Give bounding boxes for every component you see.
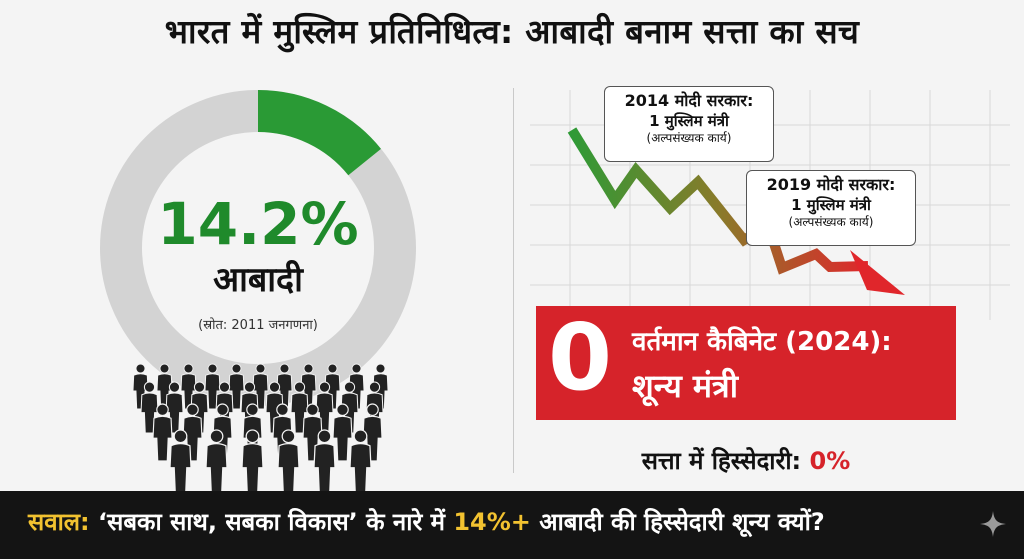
- callout-2019-title: 2019 मोदी सरकार:: [766, 175, 896, 194]
- person-silhouette: [313, 429, 336, 492]
- callout-2019-count: 1 मुस्लिम मंत्री: [791, 195, 871, 214]
- callout-2019: 2019 मोदी सरकार: 1 मुस्लिम मंत्री (अल्पस…: [746, 170, 916, 246]
- callout-2014: 2014 मोदी सरकार: 1 मुस्लिम मंत्री (अल्पस…: [604, 86, 774, 162]
- question-suffix: आबादी की हिस्सेदारी शून्य क्यों?: [539, 508, 825, 536]
- bottom-question: सवाल: ‘सबका साथ, सबका विकास’ के नारे में…: [28, 505, 825, 538]
- person-silhouette: [169, 429, 192, 492]
- person-silhouette: [277, 429, 300, 492]
- power-share-value: 0%: [809, 447, 851, 475]
- callout-2014-title: 2014 मोदी सरकार:: [624, 91, 754, 110]
- population-label: आबादी: [213, 260, 303, 300]
- sparkle-icon: [980, 511, 1006, 537]
- page-title: भारत में मुस्लिम प्रतिनिधित्व: आबादी बना…: [164, 12, 860, 51]
- population-source: (स्रोत: 2011 जनगणना): [198, 318, 318, 333]
- question-prefix: सवाल:: [28, 508, 90, 536]
- bottom-question-bar: सवाल: ‘सबका साथ, सबका विकास’ के नारे में…: [0, 491, 1024, 559]
- power-share-label: सत्ता में हिस्सेदारी:: [641, 447, 802, 475]
- power-share: सत्ता में हिस्सेदारी: 0%: [536, 444, 956, 477]
- donut-segment-muslim: [257, 90, 381, 176]
- question-slogan: ‘सबका साथ, सबका विकास’ के नारे में: [98, 508, 445, 536]
- person-silhouette: [241, 429, 264, 492]
- people-crowd-icon: [132, 363, 389, 492]
- question-highlight: 14%+: [453, 508, 531, 536]
- callout-2019-note: (अल्पसंख्यक कार्य): [788, 215, 874, 230]
- population-percent: 14.2%: [157, 190, 359, 258]
- cabinet-count: शून्य मंत्री: [632, 367, 738, 405]
- person-silhouette: [332, 403, 353, 462]
- cabinet-box: 0 वर्तमान कैबिनेट (2024): शून्य मंत्री: [536, 306, 956, 420]
- cabinet-zero: 0: [548, 304, 613, 411]
- divider: [513, 88, 514, 473]
- person-silhouette: [205, 429, 228, 492]
- callout-2014-count: 1 मुस्लिम मंत्री: [649, 111, 729, 130]
- trend-line: [567, 127, 869, 275]
- trend-arrow-head: [850, 250, 905, 295]
- person-silhouette: [152, 403, 173, 462]
- person-silhouette: [349, 429, 372, 492]
- callout-2014-note: (अल्पसंख्यक कार्य): [646, 131, 732, 146]
- cabinet-title: वर्तमान कैबिनेट (2024):: [632, 327, 892, 357]
